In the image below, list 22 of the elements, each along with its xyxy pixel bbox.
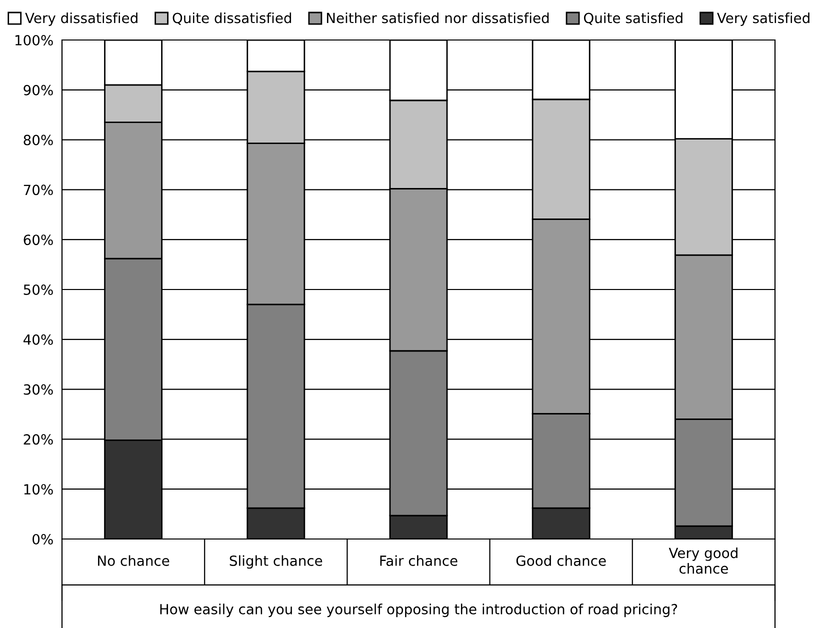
y-tick-label: 90% <box>24 84 53 96</box>
legend-label: Quite satisfied <box>584 12 682 25</box>
legend-label: Very satisfied <box>717 12 810 26</box>
x-axis-title: How easily can you see yourself opposing the introduction of road pricing? <box>160 604 678 618</box>
x-tick-label: Very good chance <box>668 547 738 574</box>
x-tick-label: Slight chance <box>230 555 322 569</box>
y-tick-label: 20% <box>24 434 53 445</box>
y-tick-label: 0% <box>32 534 53 544</box>
y-tick-label: 100% <box>15 34 53 46</box>
x-tick-label: Good chance <box>516 555 606 566</box>
x-tick-label: Fair chance <box>380 555 458 566</box>
y-tick-label: 60% <box>24 234 53 246</box>
y-tick-label: 80% <box>24 134 53 146</box>
legend-label: Neither satisfied nor dissatisfied <box>326 12 549 24</box>
y-tick-label: 50% <box>24 284 53 295</box>
y-tick-label: 10% <box>24 484 53 495</box>
legend-label: Very dissatisfied <box>25 12 138 26</box>
x-tick-label: No chance <box>98 555 170 566</box>
y-tick-label: 70% <box>24 184 53 196</box>
y-tick-label: 40% <box>23 334 53 345</box>
legend-label: Quite dissatisfied <box>172 12 292 25</box>
y-tick-label: 30% <box>24 384 53 395</box>
